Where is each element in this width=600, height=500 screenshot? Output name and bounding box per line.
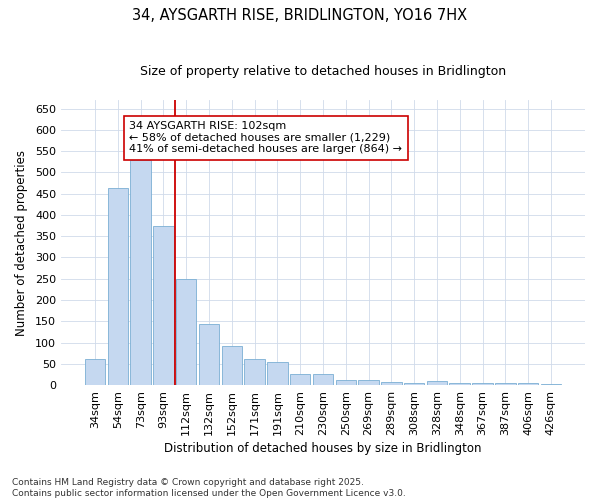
Bar xyxy=(541,384,561,385)
Bar xyxy=(85,358,105,385)
Bar xyxy=(130,160,151,385)
Bar xyxy=(335,380,356,385)
Bar xyxy=(358,380,379,385)
Bar xyxy=(290,374,310,385)
Bar xyxy=(427,381,447,385)
Bar xyxy=(153,226,173,385)
Text: 34 AYSGARTH RISE: 102sqm
← 58% of detached houses are smaller (1,229)
41% of sem: 34 AYSGARTH RISE: 102sqm ← 58% of detach… xyxy=(129,122,402,154)
Bar xyxy=(199,324,219,385)
Text: 34, AYSGARTH RISE, BRIDLINGTON, YO16 7HX: 34, AYSGARTH RISE, BRIDLINGTON, YO16 7HX xyxy=(133,8,467,22)
Bar xyxy=(449,384,470,385)
Bar xyxy=(176,278,196,385)
Bar xyxy=(404,382,424,385)
Bar xyxy=(472,384,493,385)
Bar xyxy=(107,188,128,385)
Y-axis label: Number of detached properties: Number of detached properties xyxy=(15,150,28,336)
Bar xyxy=(518,384,538,385)
Bar xyxy=(221,346,242,385)
Bar xyxy=(244,358,265,385)
X-axis label: Distribution of detached houses by size in Bridlington: Distribution of detached houses by size … xyxy=(164,442,482,455)
Text: Contains HM Land Registry data © Crown copyright and database right 2025.
Contai: Contains HM Land Registry data © Crown c… xyxy=(12,478,406,498)
Bar xyxy=(495,382,515,385)
Bar xyxy=(267,362,287,385)
Bar xyxy=(313,374,333,385)
Bar xyxy=(381,382,401,385)
Title: Size of property relative to detached houses in Bridlington: Size of property relative to detached ho… xyxy=(140,65,506,78)
